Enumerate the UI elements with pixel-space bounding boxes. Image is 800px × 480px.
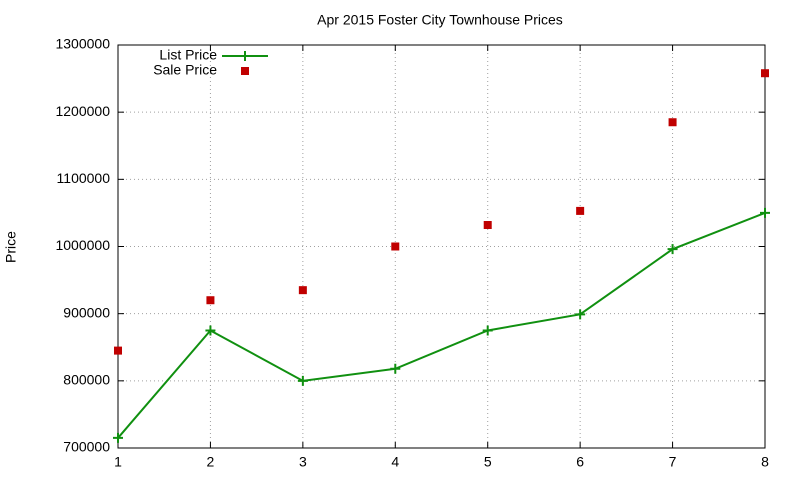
y-tick-label: 1100000 bbox=[57, 170, 111, 186]
y-axis-label: Price bbox=[3, 231, 19, 263]
data-point bbox=[297, 375, 308, 386]
legend-label: List Price bbox=[159, 47, 217, 63]
y-tick-label: 800000 bbox=[63, 372, 110, 388]
data-point bbox=[391, 242, 400, 251]
y-tick-label: 700000 bbox=[63, 439, 110, 455]
data-point bbox=[483, 221, 492, 230]
y-tick-label: 1000000 bbox=[55, 237, 110, 253]
x-tick-label: 7 bbox=[669, 454, 677, 470]
data-point bbox=[206, 296, 215, 305]
y-tick-label: 900000 bbox=[63, 304, 110, 320]
data-point bbox=[114, 346, 122, 355]
plot-border bbox=[117, 44, 766, 449]
data-point bbox=[390, 363, 401, 374]
data-point bbox=[668, 118, 677, 127]
chart-title: Apr 2015 Foster City Townhouse Prices bbox=[317, 12, 563, 28]
data-point bbox=[298, 286, 307, 295]
x-tick-label: 4 bbox=[391, 454, 399, 470]
series-line bbox=[117, 211, 766, 439]
data-point bbox=[113, 432, 123, 443]
x-tick-label: 1 bbox=[114, 454, 122, 470]
legend-label: Sale Price bbox=[153, 62, 217, 78]
y-tick-label: 1300000 bbox=[55, 36, 110, 52]
legend-marker bbox=[241, 67, 249, 75]
x-tick-label: 3 bbox=[299, 454, 307, 470]
data-point bbox=[761, 69, 769, 78]
y-tick-label: 1200000 bbox=[55, 103, 110, 119]
data-point bbox=[575, 309, 586, 320]
data-point bbox=[482, 325, 493, 336]
data-point bbox=[667, 244, 678, 255]
x-tick-label: 2 bbox=[207, 454, 215, 470]
legend-marker bbox=[240, 51, 250, 61]
data-point bbox=[205, 325, 216, 336]
data-point bbox=[576, 206, 585, 215]
x-tick-label: 6 bbox=[576, 454, 584, 470]
x-tick-label: 8 bbox=[761, 454, 769, 470]
x-tick-label: 5 bbox=[484, 454, 492, 470]
data-point bbox=[760, 207, 770, 218]
